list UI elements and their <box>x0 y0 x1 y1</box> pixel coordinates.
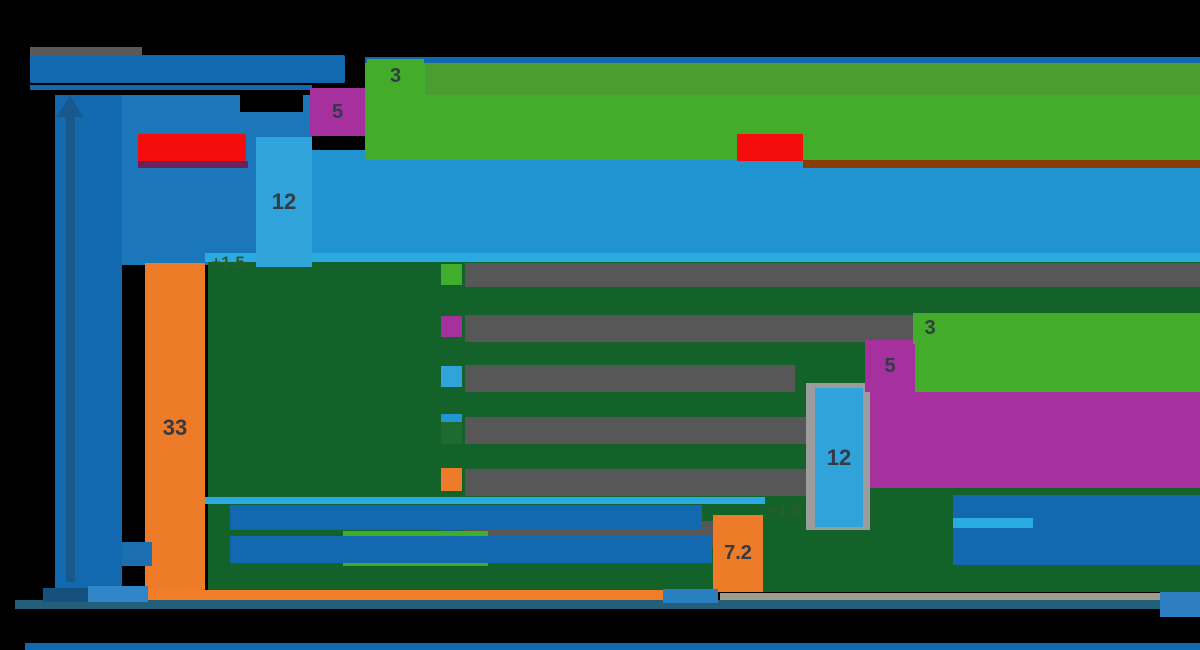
bar-green-3-right: 3 <box>913 313 947 344</box>
title-gray-smudge <box>30 47 142 56</box>
right-bright-green-panel <box>915 313 1200 392</box>
footer-divider-line <box>25 643 1200 650</box>
footnote-line-2-redacted <box>230 536 712 563</box>
axis-label-left-redacted-dark <box>43 588 88 602</box>
bar-label-3-left: 3 <box>389 65 402 87</box>
up-arrow-head-icon <box>57 95 83 117</box>
cyan-divider-bottom <box>205 497 765 504</box>
legend-swatch-teal <box>441 422 462 444</box>
bar-cyan-12-left: 12 <box>256 137 312 267</box>
delta-right-value: +1.5 <box>768 501 802 520</box>
legend-label-2-redacted <box>465 315 913 342</box>
left-total-subtext-redacted <box>138 161 248 168</box>
bar-green-3-left: 3 <box>367 59 424 94</box>
bar-label-3-right: 3 <box>924 317 936 339</box>
left-total-value-redacted <box>138 134 246 161</box>
orange-baseline-band <box>140 590 710 600</box>
bar-label-12-right: 12 <box>826 444 852 470</box>
right-total-subtext-redacted <box>803 160 1200 168</box>
bar-purple-5-left: 5 <box>310 88 365 136</box>
green-panel-redacted-heading <box>425 63 1200 95</box>
tan-baseline-band <box>720 593 1160 601</box>
bar-label-5-right: 5 <box>884 354 896 377</box>
bar-orange-7-2: 7.2 <box>713 515 763 592</box>
legend-swatch-cyan <box>441 366 462 387</box>
bar-label-7-2: 7.2 <box>724 542 752 564</box>
bar-purple-5-right: 5 <box>865 340 915 392</box>
bar-cyan-12-right: 12 <box>815 388 863 527</box>
small-blue-fragment <box>122 542 152 566</box>
legend-swatch-teal-top <box>441 414 462 422</box>
panel-gap <box>240 90 303 112</box>
legend-label-5-redacted <box>465 469 860 496</box>
bar-label-12-left: 12 <box>271 189 297 214</box>
up-arrow-line <box>66 115 75 582</box>
legend-swatch-green <box>441 264 462 285</box>
delta-annotation-left: +1.5 <box>198 250 258 276</box>
axis-label-right-redacted <box>1160 592 1200 617</box>
axis-label-left-redacted <box>88 586 148 602</box>
cyan-divider-top <box>205 253 1200 262</box>
legend-label-1-redacted <box>465 263 1200 287</box>
delta-annotation-right: +1.5 <box>757 500 813 522</box>
light-blue-panel <box>312 150 1200 258</box>
legend-swatch-orange <box>441 468 462 491</box>
right-total-value-redacted <box>737 134 803 161</box>
green-panel-top-border <box>365 57 1200 63</box>
title-underline <box>30 85 312 90</box>
bar-label-33: 33 <box>162 414 188 440</box>
axis-label-mid-redacted <box>663 589 718 603</box>
footnote-line-1-redacted <box>230 505 702 530</box>
legend-swatch-magenta <box>441 316 462 337</box>
legend-label-3-redacted <box>465 365 795 392</box>
legend-label-4-redacted <box>465 417 860 444</box>
axis-baseline <box>15 600 1195 609</box>
chart-title-redacted <box>30 55 345 83</box>
bottom-right-text-block-redacted <box>953 495 1200 565</box>
bottom-right-text-highlight <box>953 518 1033 528</box>
right-magenta-panel <box>867 392 1200 488</box>
bar-orange-33: 33 <box>145 263 205 592</box>
bar-label-5-left: 5 <box>331 100 344 123</box>
delta-left-value: +1.5 <box>211 253 245 272</box>
